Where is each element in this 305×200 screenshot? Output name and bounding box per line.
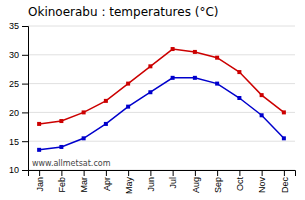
- grid-line: [28, 26, 295, 27]
- y-tick: 15: [9, 137, 28, 147]
- marker: [282, 110, 286, 114]
- y-tick-label: 10: [9, 165, 19, 175]
- x-tick: Apr: [102, 170, 112, 191]
- y-tick-label: 30: [9, 50, 19, 60]
- marker: [148, 64, 152, 68]
- y-axis: 10 15 20 25 30 35: [9, 21, 29, 175]
- x-tick-label: Jul: [168, 177, 178, 189]
- marker: [215, 56, 219, 60]
- y-tick: 30: [9, 50, 28, 60]
- x-tick-mark: [217, 170, 218, 176]
- x-tick-mark: [128, 170, 129, 176]
- x-tick-mark: [106, 170, 107, 176]
- y-tick-mark: [22, 141, 28, 142]
- chart: 10 15 20 25 30 35 Jan Feb Mar Apr May Jun Jul Aug Sep O…: [0, 0, 305, 200]
- marker: [37, 122, 41, 126]
- x-tick-mark: [84, 170, 85, 176]
- x-tick: Aug: [191, 170, 201, 193]
- x-tick: Jan: [35, 170, 45, 192]
- x-tick-mark: [150, 170, 151, 176]
- marker: [126, 82, 130, 86]
- markers: [37, 47, 286, 126]
- plot-area: 10 15 20 25 30 35 Jan Feb Mar Apr May Jun Jul Aug Sep O…: [9, 21, 296, 194]
- marker: [260, 93, 264, 97]
- annotation: www.allmetsat.com: [32, 159, 111, 168]
- x-tick-mark: [239, 170, 240, 176]
- y-tick: 20: [9, 108, 28, 118]
- x-tick-label: Oct: [235, 177, 245, 192]
- x-tick-mark: [173, 170, 174, 176]
- x-tick: Dec: [280, 170, 290, 193]
- y-tick: 25: [9, 79, 28, 89]
- x-tick: Feb: [57, 170, 67, 193]
- x-tick-label: Mar: [79, 177, 89, 193]
- grid: [28, 26, 295, 170]
- marker: [215, 82, 219, 86]
- marker: [193, 50, 197, 54]
- marker: [82, 110, 86, 114]
- x-tick-mark: [61, 170, 62, 176]
- x-tick-label: Apr: [102, 177, 112, 191]
- grid-line: [28, 83, 295, 84]
- y-tick-mark: [22, 26, 28, 27]
- marker: [171, 47, 175, 51]
- x-tick-label: Dec: [280, 177, 290, 194]
- title: Okinoerabu : temperatures (°C): [28, 5, 218, 19]
- y-tick-mark: [22, 112, 28, 113]
- marker: [260, 113, 264, 117]
- y-tick-mark: [22, 170, 28, 171]
- grid-line: [28, 54, 295, 55]
- marker: [237, 96, 241, 100]
- y-tick-label: 25: [9, 79, 19, 89]
- x-tick-label: May: [124, 177, 134, 195]
- marker: [148, 90, 152, 94]
- x-tick-label: Nov: [257, 177, 267, 194]
- x-tick-label: Jun: [146, 177, 156, 192]
- x-axis: Jan Feb Mar Apr May Jun Jul Aug Sep Oct Nov Dec: [29, 170, 296, 194]
- x-tick-label: Aug: [191, 177, 201, 193]
- marker: [171, 76, 175, 80]
- y-tick-label: 20: [9, 108, 19, 118]
- y-tick-mark: [22, 55, 28, 56]
- y-tick: 10: [9, 165, 28, 175]
- marker: [282, 136, 286, 140]
- x-axis-line: [29, 171, 296, 177]
- y-tick-mark: [22, 84, 28, 85]
- series-group: [37, 47, 286, 152]
- marker: [59, 145, 63, 149]
- x-tick-label: Jan: [35, 177, 45, 192]
- x-tick: Mar: [79, 170, 89, 193]
- markers: [37, 76, 286, 152]
- marker: [104, 99, 108, 103]
- marker: [126, 105, 130, 109]
- x-tick-label: Sep: [213, 177, 223, 193]
- series-line: [39, 49, 284, 124]
- series-line: [39, 78, 284, 150]
- marker: [82, 136, 86, 140]
- marker: [237, 70, 241, 74]
- x-tick: Nov: [257, 170, 267, 193]
- marker: [59, 119, 63, 123]
- y-tick-label: 35: [9, 21, 19, 31]
- x-tick: Sep: [213, 170, 223, 193]
- x-tick-mark: [39, 170, 40, 176]
- marker: [104, 122, 108, 126]
- y-tick: 35: [9, 21, 28, 31]
- y-axis-line: [22, 27, 29, 171]
- x-tick-label: Feb: [57, 177, 67, 193]
- marker: [193, 76, 197, 80]
- x-tick: Jun: [146, 170, 156, 192]
- x-tick-mark: [195, 170, 196, 176]
- x-tick-mark: [284, 170, 285, 176]
- x-tick: Oct: [235, 170, 245, 191]
- x-tick: Jul: [168, 170, 178, 189]
- grid-line: [28, 112, 295, 113]
- x-tick-mark: [262, 170, 263, 176]
- marker: [37, 148, 41, 152]
- grid-line: [28, 141, 295, 142]
- y-tick-label: 15: [9, 137, 19, 147]
- x-tick: May: [124, 170, 134, 194]
